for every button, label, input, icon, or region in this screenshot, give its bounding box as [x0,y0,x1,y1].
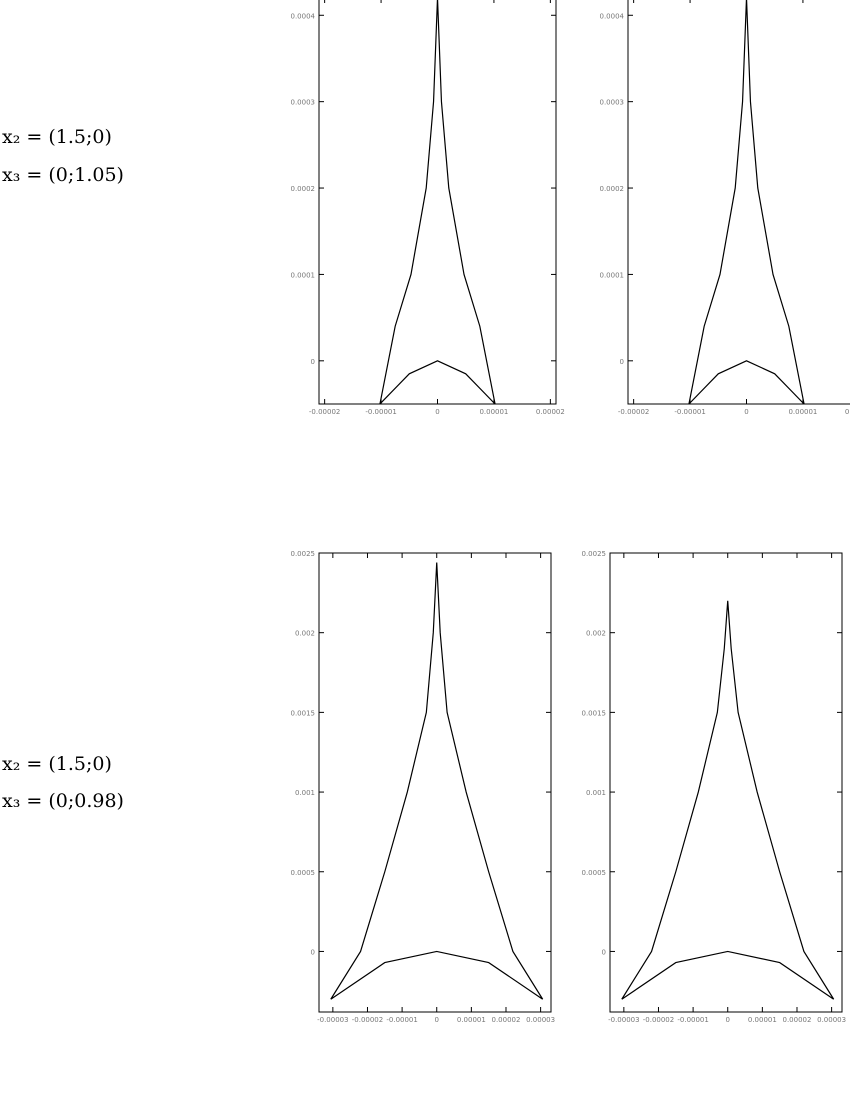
y-tick-label: 0.0015 [291,709,316,717]
x-tick-label: -0.00002 [618,408,649,416]
y-tick-label: 0.0001 [291,271,316,279]
y-tick-label: 0.0005 [291,869,316,877]
y-tick-label: 0 [311,358,315,366]
y-tick-label: 0.0004 [291,12,316,20]
x-tick-label: -0.00003 [608,1016,639,1024]
y-tick-label: 0.002 [586,630,606,638]
x-tick-label: 0.00002 [492,1016,521,1024]
x-tick-label: -0.00003 [317,1016,348,1024]
y-tick-label: 0 [602,948,606,956]
x-tick-label: 0.00001 [788,408,817,416]
curve [379,0,496,405]
y-tick-label: 0.0025 [582,550,607,558]
x-tick-label: 0.00002 [845,408,850,416]
x-tick-label: -0.00001 [386,1016,417,1024]
x-tick-label: -0.00002 [352,1016,383,1024]
x-tick-label: 0.00003 [817,1016,846,1024]
curve [688,0,805,405]
x-tick-label: 0.00001 [457,1016,486,1024]
x-tick-label: 0.00002 [536,408,565,416]
curve [330,562,544,1000]
y-tick-label: 0.0025 [291,550,316,558]
y-tick-label: 0.0005 [582,869,607,877]
y-tick-label: 0 [311,948,315,956]
curve [621,600,835,1000]
plot-frame [318,552,552,1013]
plot-frame [318,0,557,405]
y-tick-label: 0.0003 [600,99,625,107]
plot-frame [609,552,843,1013]
y-tick-label: 0.0002 [600,185,625,193]
x-tick-label: 0.00003 [526,1016,555,1024]
y-tick-label: 0.0004 [600,12,625,20]
row-label: x₃ = (0;1.05) [2,164,124,186]
x-tick-label: -0.00001 [677,1016,708,1024]
x-tick-label: 0 [434,1016,438,1024]
x-tick-label: 0 [435,408,439,416]
x-tick-label: 0.00001 [748,1016,777,1024]
plot-frame [627,0,850,405]
x-tick-label: -0.00001 [365,408,396,416]
x-tick-label: -0.00002 [643,1016,674,1024]
y-tick-label: 0.001 [295,789,315,797]
y-tick-label: 0.0003 [291,99,316,107]
y-tick-label: 0.0001 [600,271,625,279]
y-tick-label: 0.0015 [582,709,607,717]
x-tick-label: 0 [725,1016,729,1024]
x-tick-label: -0.00002 [309,408,340,416]
row-label: x₂ = (1.5;0) [2,126,112,148]
x-tick-label: -0.00001 [674,408,705,416]
y-tick-label: 0.001 [586,789,606,797]
y-tick-label: 0.002 [295,630,315,638]
x-tick-label: 0.00001 [479,408,508,416]
row-label: x₃ = (0;0.98) [2,790,124,812]
x-tick-label: 0.00002 [783,1016,812,1024]
x-tick-label: 0 [744,408,748,416]
y-tick-label: 0 [620,358,624,366]
row-label: x₂ = (1.5;0) [2,753,112,775]
y-tick-label: 0.0002 [291,185,316,193]
